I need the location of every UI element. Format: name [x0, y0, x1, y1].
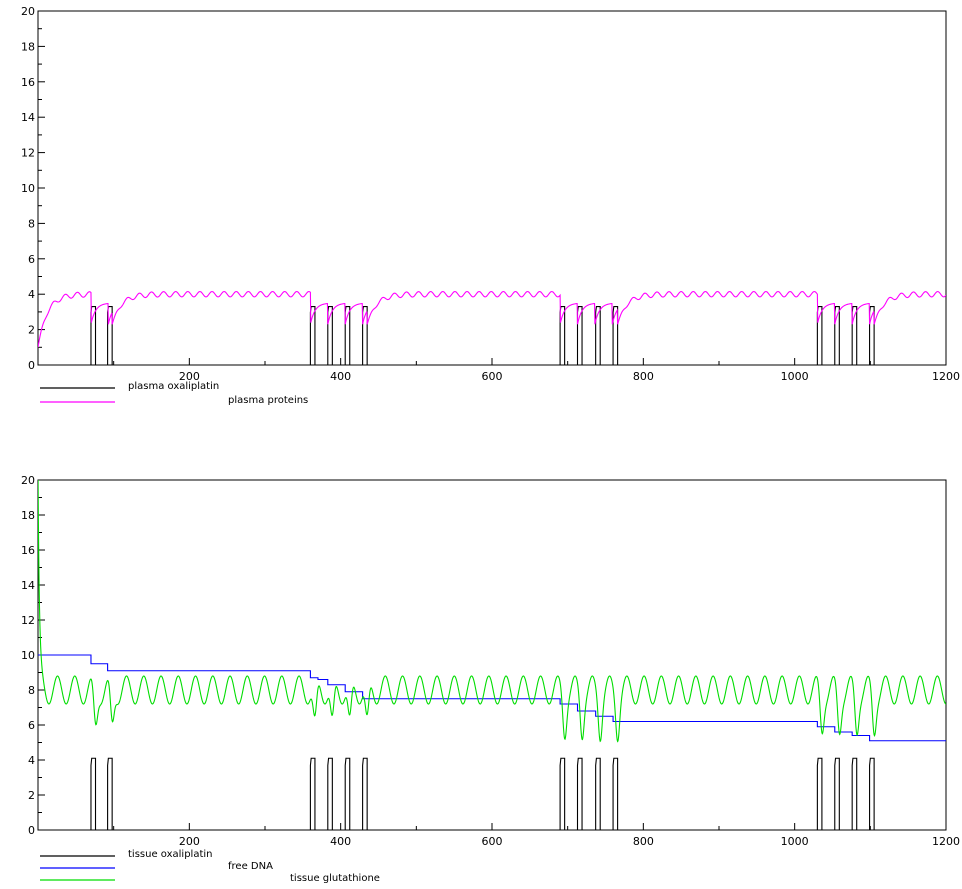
y-tick-label: 2: [28, 789, 35, 802]
x-tick-label: 600: [482, 835, 503, 848]
y-tick-label: 12: [21, 614, 35, 627]
y-tick-label: 10: [21, 182, 35, 195]
x-tick-label: 1200: [932, 835, 960, 848]
x-tick-label: 1200: [932, 370, 960, 383]
y-tick-label: 16: [21, 544, 35, 557]
bottom-chart: 0 2 4 6 8 10 12 14 16 18 20 200 400 600 800 1000 1200 tis…: [21, 474, 960, 884]
x-tick-label: 200: [179, 835, 200, 848]
y-tick-label: 14: [21, 579, 35, 592]
y-tick-label: 20: [21, 5, 35, 18]
y-tick-label: 8: [28, 217, 35, 230]
y-tick-label: 2: [28, 324, 35, 337]
x-tick-label: 1000: [781, 835, 809, 848]
x-tick-label: 400: [330, 370, 351, 383]
y-tick-label: 18: [21, 40, 35, 53]
plot-frame: [37, 10, 947, 366]
legend-label: tissue oxaliplatin: [128, 849, 213, 860]
legend-label: free DNA: [228, 861, 273, 872]
legend-label: plasma oxaliplatin: [128, 381, 219, 392]
series-line-tissue-glutathione: [38, 480, 946, 743]
plot-frame: [37, 479, 947, 831]
plot-area: [38, 290, 946, 365]
series-line-tissue-oxaliplatin: [38, 757, 946, 830]
y-tick-label: 0: [28, 359, 35, 372]
top-chart: 0 2 4 6 8 10 12 14 16 18 20 200 400 600 800 1000 1200 pla…: [21, 5, 960, 406]
y-tick-label: 12: [21, 147, 35, 160]
y-tick-label: 18: [21, 509, 35, 522]
y-tick-label: 6: [28, 253, 35, 266]
x-tick-label: 600: [482, 370, 503, 383]
series-line-free-DNA: [38, 654, 946, 742]
x-tick-label: 800: [633, 370, 654, 383]
y-tick-label: 14: [21, 111, 35, 124]
x-tick-label: 200: [179, 370, 200, 383]
y-tick-label: 20: [21, 474, 35, 487]
x-tick-label: 400: [330, 835, 351, 848]
series-line-plasma-oxaliplatin: [38, 306, 946, 365]
y-tick-label: 16: [21, 76, 35, 89]
y-tick-label: 4: [28, 754, 35, 767]
x-tick-label: 1000: [781, 370, 809, 383]
plot-area: [38, 480, 946, 830]
y-tick-label: 6: [28, 719, 35, 732]
y-tick-label: 4: [28, 288, 35, 301]
series-line-plasma-proteins: [38, 290, 946, 348]
legend-label: tissue glutathione: [290, 873, 380, 884]
y-tick-label: 10: [21, 649, 35, 662]
legend-label: plasma proteins: [228, 395, 308, 406]
x-tick-label: 800: [633, 835, 654, 848]
y-tick-label: 8: [28, 684, 35, 697]
y-tick-label: 0: [28, 824, 35, 837]
